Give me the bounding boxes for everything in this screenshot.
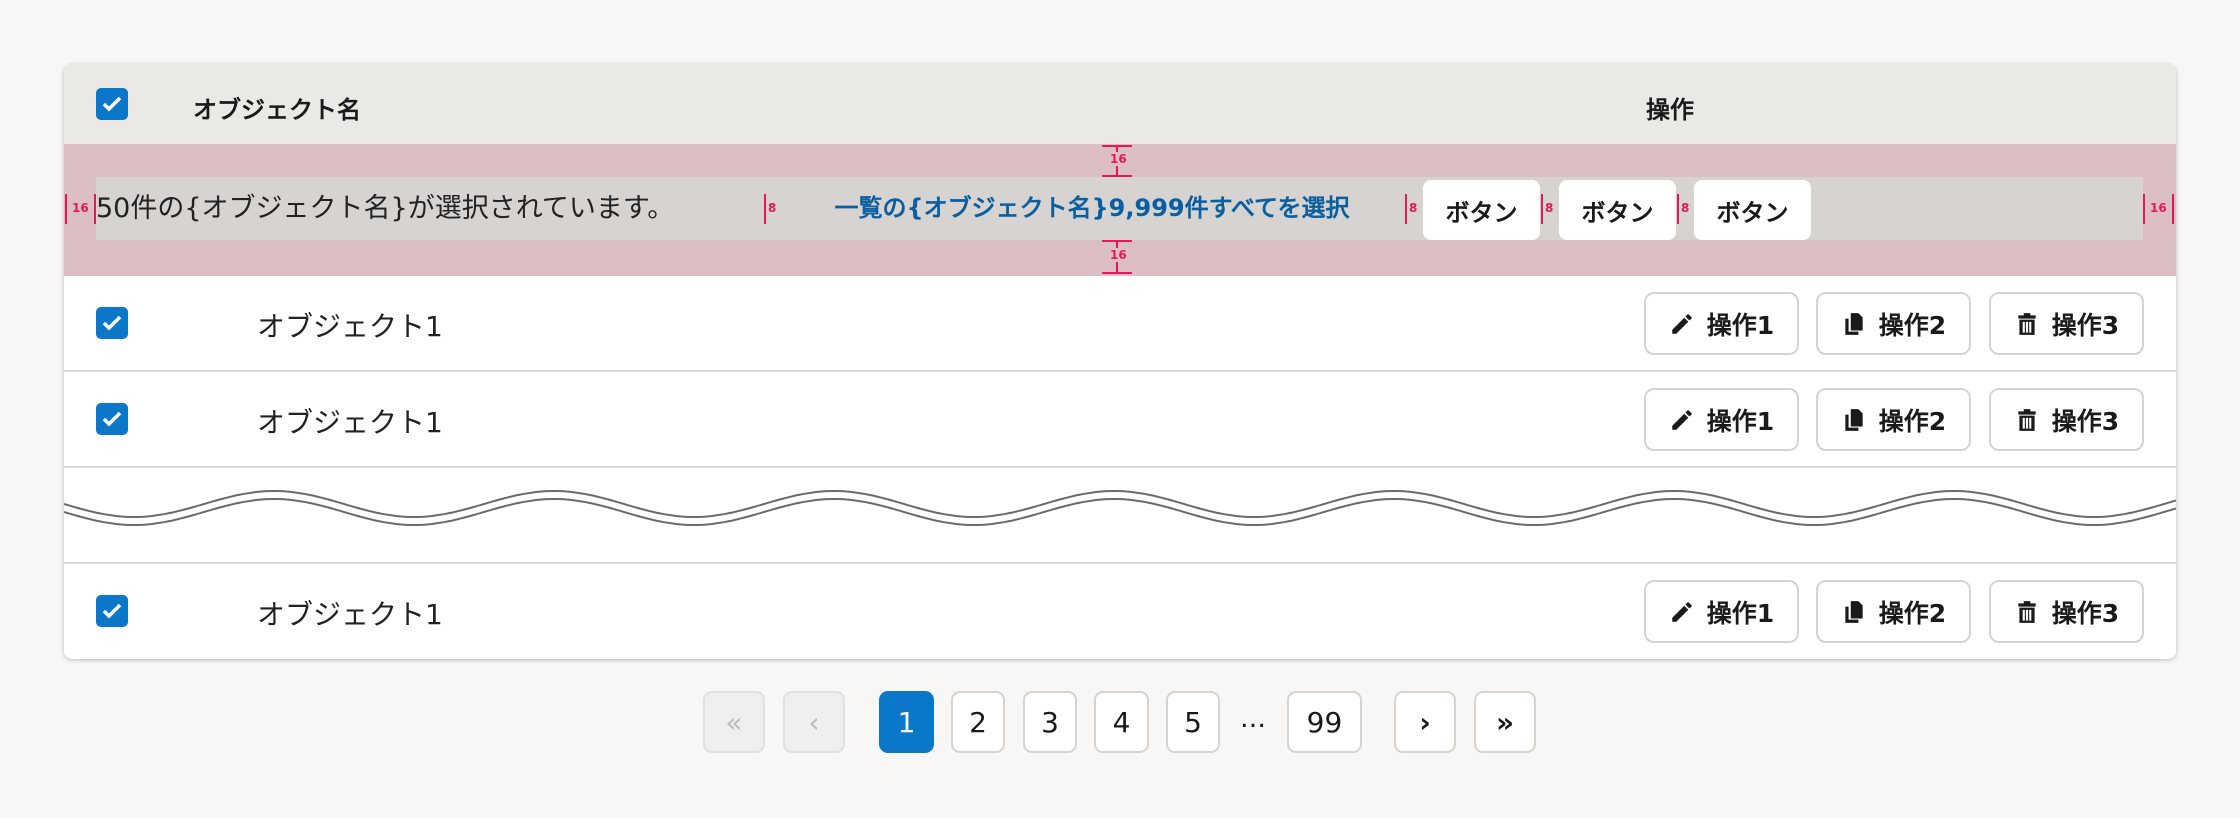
table-row: オブジェクト1 操作1 操作2 操作3 bbox=[64, 276, 2176, 372]
bulk-button-1[interactable]: ボタン bbox=[1423, 180, 1540, 240]
action-3-button[interactable]: 操作3 bbox=[1989, 580, 2144, 643]
select-all-checkbox[interactable] bbox=[96, 88, 128, 120]
next-page-button[interactable]: › bbox=[1394, 691, 1456, 753]
action-label: 操作1 bbox=[1706, 406, 1775, 436]
name-column-header: オブジェクト名 bbox=[193, 96, 361, 124]
spacing-gap-label: 8 bbox=[1409, 201, 1418, 215]
copy-icon bbox=[1845, 600, 1863, 623]
action-3-button[interactable]: 操作3 bbox=[1989, 292, 2144, 355]
spacing-right-label: 16 bbox=[2150, 201, 2167, 215]
action-label: 操作2 bbox=[1878, 406, 1947, 436]
check-icon bbox=[102, 96, 122, 112]
annotation-line bbox=[1677, 194, 1679, 224]
check-icon bbox=[102, 603, 122, 619]
table-header: オブジェクト名 操作 bbox=[64, 64, 2176, 144]
spacing-bottom-label: 16 bbox=[1110, 248, 1127, 262]
spacing-gap-label: 8 bbox=[1681, 201, 1690, 215]
first-page-button[interactable]: « bbox=[703, 691, 765, 753]
page-1-button[interactable]: 1 bbox=[879, 691, 934, 753]
annotation-line bbox=[764, 194, 766, 224]
trash-icon bbox=[2018, 600, 2036, 623]
prev-page-button[interactable]: ‹ bbox=[783, 691, 845, 753]
spacing-gap-label: 8 bbox=[768, 201, 777, 215]
action-1-button[interactable]: 操作1 bbox=[1644, 388, 1799, 451]
wave-break-icon bbox=[64, 490, 2176, 526]
annotation-line bbox=[1102, 272, 1132, 274]
spacing-gap-label: 8 bbox=[1545, 201, 1554, 215]
page-99-button[interactable]: 99 bbox=[1287, 691, 1362, 753]
table-row: オブジェクト1 操作1 操作2 操作3 bbox=[64, 372, 2176, 468]
annotation-line bbox=[2143, 194, 2145, 224]
row-checkbox[interactable] bbox=[96, 403, 128, 435]
page-5-button[interactable]: 5 bbox=[1166, 691, 1220, 753]
page-3-button[interactable]: 3 bbox=[1023, 691, 1077, 753]
pencil-icon bbox=[1672, 313, 1692, 334]
check-icon bbox=[102, 411, 122, 427]
spacing-top-label: 16 bbox=[1110, 152, 1127, 166]
action-label: 操作3 bbox=[2051, 406, 2120, 436]
action-2-button[interactable]: 操作2 bbox=[1816, 580, 1971, 643]
object-name: オブジェクト1 bbox=[257, 598, 443, 631]
object-name: オブジェクト1 bbox=[257, 310, 443, 343]
copy-icon bbox=[1845, 408, 1863, 431]
action-2-button[interactable]: 操作2 bbox=[1816, 388, 1971, 451]
actions-column-header: 操作 bbox=[1646, 96, 1694, 124]
object-name: オブジェクト1 bbox=[257, 406, 443, 439]
object-table: オブジェクト名 操作 50件の{オブジェクト名}が選択されています。 一覧の{オ… bbox=[64, 64, 2176, 659]
row-checkbox[interactable] bbox=[96, 307, 128, 339]
select-all-link[interactable]: 一覧の{オブジェクト名}9,999件すべてを選択 bbox=[834, 194, 1350, 222]
action-label: 操作3 bbox=[2051, 310, 2120, 340]
action-3-button[interactable]: 操作3 bbox=[1989, 388, 2144, 451]
action-label: 操作2 bbox=[1878, 598, 1947, 628]
page-4-button[interactable]: 4 bbox=[1094, 691, 1149, 753]
annotation-line bbox=[94, 194, 96, 224]
action-label: 操作1 bbox=[1706, 598, 1775, 628]
action-label: 操作1 bbox=[1706, 310, 1775, 340]
row-checkbox[interactable] bbox=[96, 595, 128, 627]
annotation-line bbox=[65, 194, 67, 224]
last-page-button[interactable]: » bbox=[1474, 691, 1536, 753]
check-icon bbox=[102, 315, 122, 331]
action-1-button[interactable]: 操作1 bbox=[1644, 292, 1799, 355]
copy-icon bbox=[1845, 312, 1863, 335]
action-label: 操作3 bbox=[2051, 598, 2120, 628]
annotation-line bbox=[1102, 175, 1132, 177]
page-2-button[interactable]: 2 bbox=[951, 691, 1005, 753]
table-row: オブジェクト1 操作1 操作2 操作3 bbox=[64, 564, 2176, 659]
action-2-button[interactable]: 操作2 bbox=[1816, 292, 1971, 355]
pencil-icon bbox=[1672, 409, 1692, 430]
selection-count-message: 50件の{オブジェクト名}が選択されています。 bbox=[96, 193, 675, 224]
annotation-line bbox=[2172, 194, 2174, 224]
trash-icon bbox=[2018, 312, 2036, 335]
spacing-left-label: 16 bbox=[72, 201, 89, 215]
annotation-line bbox=[1541, 194, 1543, 224]
action-1-button[interactable]: 操作1 bbox=[1644, 580, 1799, 643]
annotation-line bbox=[1405, 194, 1407, 224]
pencil-icon bbox=[1672, 601, 1692, 622]
bulk-button-3[interactable]: ボタン bbox=[1694, 180, 1811, 240]
action-label: 操作2 bbox=[1878, 310, 1947, 340]
trash-icon bbox=[2018, 408, 2036, 431]
pagination-ellipsis: … bbox=[1240, 704, 1266, 734]
omitted-rows-break bbox=[64, 468, 2176, 564]
bulk-selection-bar: 50件の{オブジェクト名}が選択されています。 一覧の{オブジェクト名}9,99… bbox=[64, 144, 2176, 276]
bulk-button-2[interactable]: ボタン bbox=[1559, 180, 1676, 240]
